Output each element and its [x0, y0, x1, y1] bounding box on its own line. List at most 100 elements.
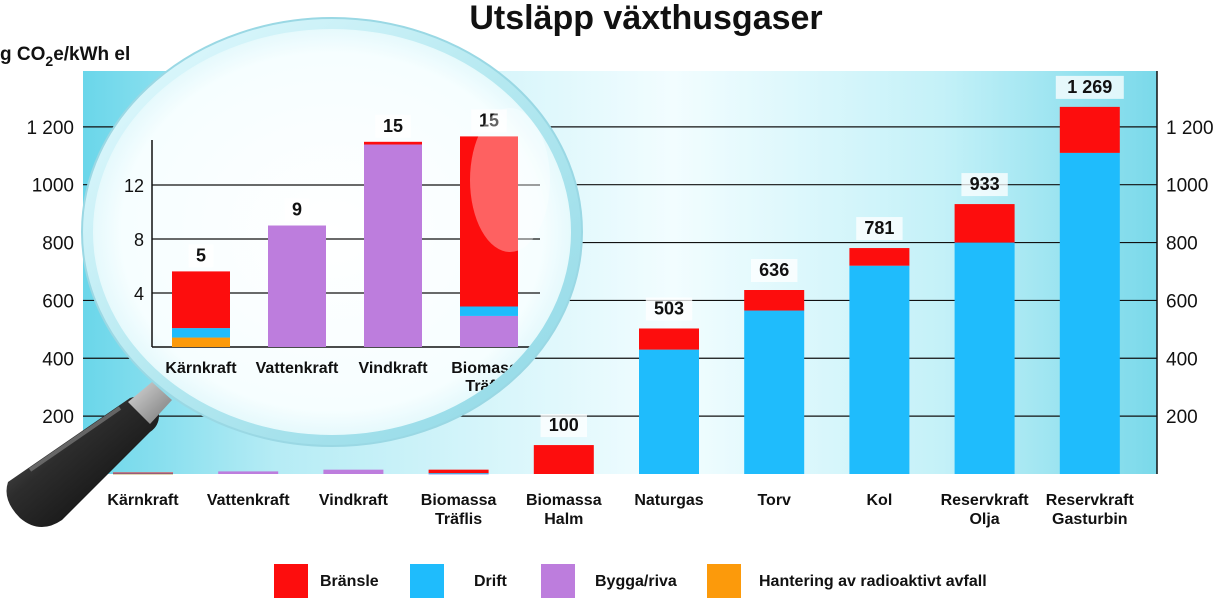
inset-bar-segment: [172, 328, 230, 338]
main-category-label: Kol: [867, 492, 893, 509]
main-bar-segment: [428, 473, 489, 475]
inset-bar-segment: [460, 315, 518, 347]
main-bar-segment: [533, 445, 594, 474]
main-value-label: 100: [549, 415, 579, 435]
main-value-labels: 100 503 636 781 933 1 269: [540, 75, 1124, 438]
main-bar-segment: [428, 469, 489, 474]
inset-value-label-bg: [284, 198, 310, 222]
main-value-label: 503: [654, 298, 684, 318]
main-bar-segment: [744, 310, 805, 474]
inset-bar-segment: [364, 144, 422, 347]
inset-bar-segment: [460, 136, 518, 307]
main-y-ticks-left: 200 400 600 800 1000 1 200: [26, 118, 74, 428]
inset-y-tick-label: 12: [124, 176, 144, 196]
main-bar-segment: [639, 328, 699, 350]
main-bar-segment: [1059, 152, 1120, 474]
main-value-label: 781: [864, 218, 894, 238]
legend-label: Drift: [474, 573, 508, 590]
inset-value-label: 15: [479, 110, 499, 130]
main-y-ticks-right: 200 400 600 800 1000 1 200: [1156, 71, 1214, 474]
main-category-label: Biomassa: [421, 492, 497, 509]
main-bar-segment: [113, 473, 173, 475]
legend-swatch: [274, 564, 308, 598]
lens-glare: [470, 108, 550, 252]
chart-title: Utsläpp växthusgaser: [469, 0, 822, 37]
main-bar-segment: [744, 290, 805, 311]
y-axis-label-suffix: e/kWh el: [53, 44, 130, 65]
main-category-label: Torv: [757, 492, 791, 509]
main-bar-segment: [849, 265, 910, 474]
main-value-label: 636: [759, 260, 789, 280]
main-y-tick-label: 600: [42, 291, 74, 312]
main-category-label: Vattenkraft: [207, 492, 290, 509]
main-bar-segment: [1059, 106, 1120, 153]
main-y-tick-label: 800: [42, 234, 74, 255]
main-bar-segment: [218, 471, 279, 474]
main-category-label: Reservkraft: [1046, 492, 1135, 509]
main-value-label: 1 269: [1067, 77, 1112, 97]
legend-swatch: [541, 564, 575, 598]
main-y-tick-label: 1 200: [26, 118, 74, 139]
main-bar-segment: [849, 248, 910, 266]
main-category-label: Olja: [969, 511, 999, 528]
main-y-tick-label-right: 1 200: [1166, 118, 1214, 139]
main-value-label-bg: [645, 297, 693, 321]
main-bar-segment: [323, 469, 384, 474]
inset-bar-segment: [460, 306, 518, 316]
main-value-label-bg: [961, 173, 1008, 197]
inset-bar-segment: [364, 141, 422, 145]
y-axis-label: g CO2e/kWh el: [0, 44, 130, 69]
main-value-label: 933: [970, 174, 1000, 194]
magnifier-neck: [128, 382, 172, 424]
magnifying-glass-icon: 5 9 15 15 4 8 12 Kärnkraft Vattenkraft Vindkraf…: [6, 17, 583, 528]
main-category-label: Biomassa: [526, 492, 602, 509]
main-value-label-bg: [751, 259, 798, 283]
inset-y-ticks: 4 8 12: [124, 176, 144, 304]
legend-label: Bygga/riva: [595, 573, 677, 590]
main-y-tick-label: 200: [42, 407, 74, 428]
main-y-tick-label-right: 200: [1166, 407, 1198, 428]
inset-value-label: 9: [292, 200, 302, 220]
main-y-tick-label: 1000: [32, 176, 74, 197]
legend-label: Hantering av radioaktivt avfall: [759, 573, 987, 590]
main-category-label: Kärnkraft: [107, 492, 179, 509]
inset-value-label-bg: [188, 244, 214, 268]
main-bar-segment: [639, 349, 699, 474]
main-category-label: Reservkraft: [941, 492, 1030, 509]
main-category-label: Gasturbin: [1052, 511, 1128, 528]
main-y-tick-label: 400: [42, 349, 74, 370]
main-bars: [113, 106, 1120, 475]
main-category-label: Träflis: [435, 511, 482, 528]
legend-swatch: [410, 564, 444, 598]
main-y-tick-label-right: 800: [1166, 234, 1198, 255]
main-value-label-bg: [1055, 75, 1124, 99]
main-category-label: Naturgas: [634, 492, 703, 509]
legend: Bränsle Drift Bygga/riva Hantering av radio…: [274, 564, 987, 598]
inset-bar-segment: [172, 337, 230, 347]
y-axis-label-subscript: 2: [45, 53, 53, 69]
inset-bars: [172, 136, 518, 347]
main-value-label-bg: [856, 217, 903, 241]
magnifier-handle: [6, 396, 159, 528]
main-y-tick-label-right: 1000: [1166, 176, 1208, 197]
inset-value-label: 5: [196, 245, 206, 265]
inset-value-labels: 5 9 15 15: [188, 109, 507, 268]
inset-bar-segment: [268, 225, 326, 347]
inset-category-label: Vindkraft: [358, 360, 428, 377]
inset-bar-segment: [172, 271, 230, 329]
main-category-label: Vindkraft: [319, 492, 389, 509]
main-y-tick-label-right: 400: [1166, 349, 1198, 370]
main-bar-segment: [113, 472, 173, 474]
inset-y-tick-label: 8: [134, 230, 144, 250]
inset-value-label: 15: [383, 116, 403, 136]
inset-value-label-bg: [375, 114, 411, 138]
inset-category-label: Vattenkraft: [256, 360, 339, 377]
legend-label: Bränsle: [320, 573, 379, 590]
inset-value-label-bg: [471, 109, 507, 133]
main-category-label: Halm: [544, 511, 583, 528]
inset-category-label: Kärnkraft: [165, 360, 237, 377]
y-axis-label-prefix: g CO: [0, 44, 45, 65]
main-category-labels: Kärnkraft Vattenkraft Vindkraft Biomassa Trä…: [107, 492, 1134, 528]
magnifier-handle-highlight: [28, 406, 122, 472]
